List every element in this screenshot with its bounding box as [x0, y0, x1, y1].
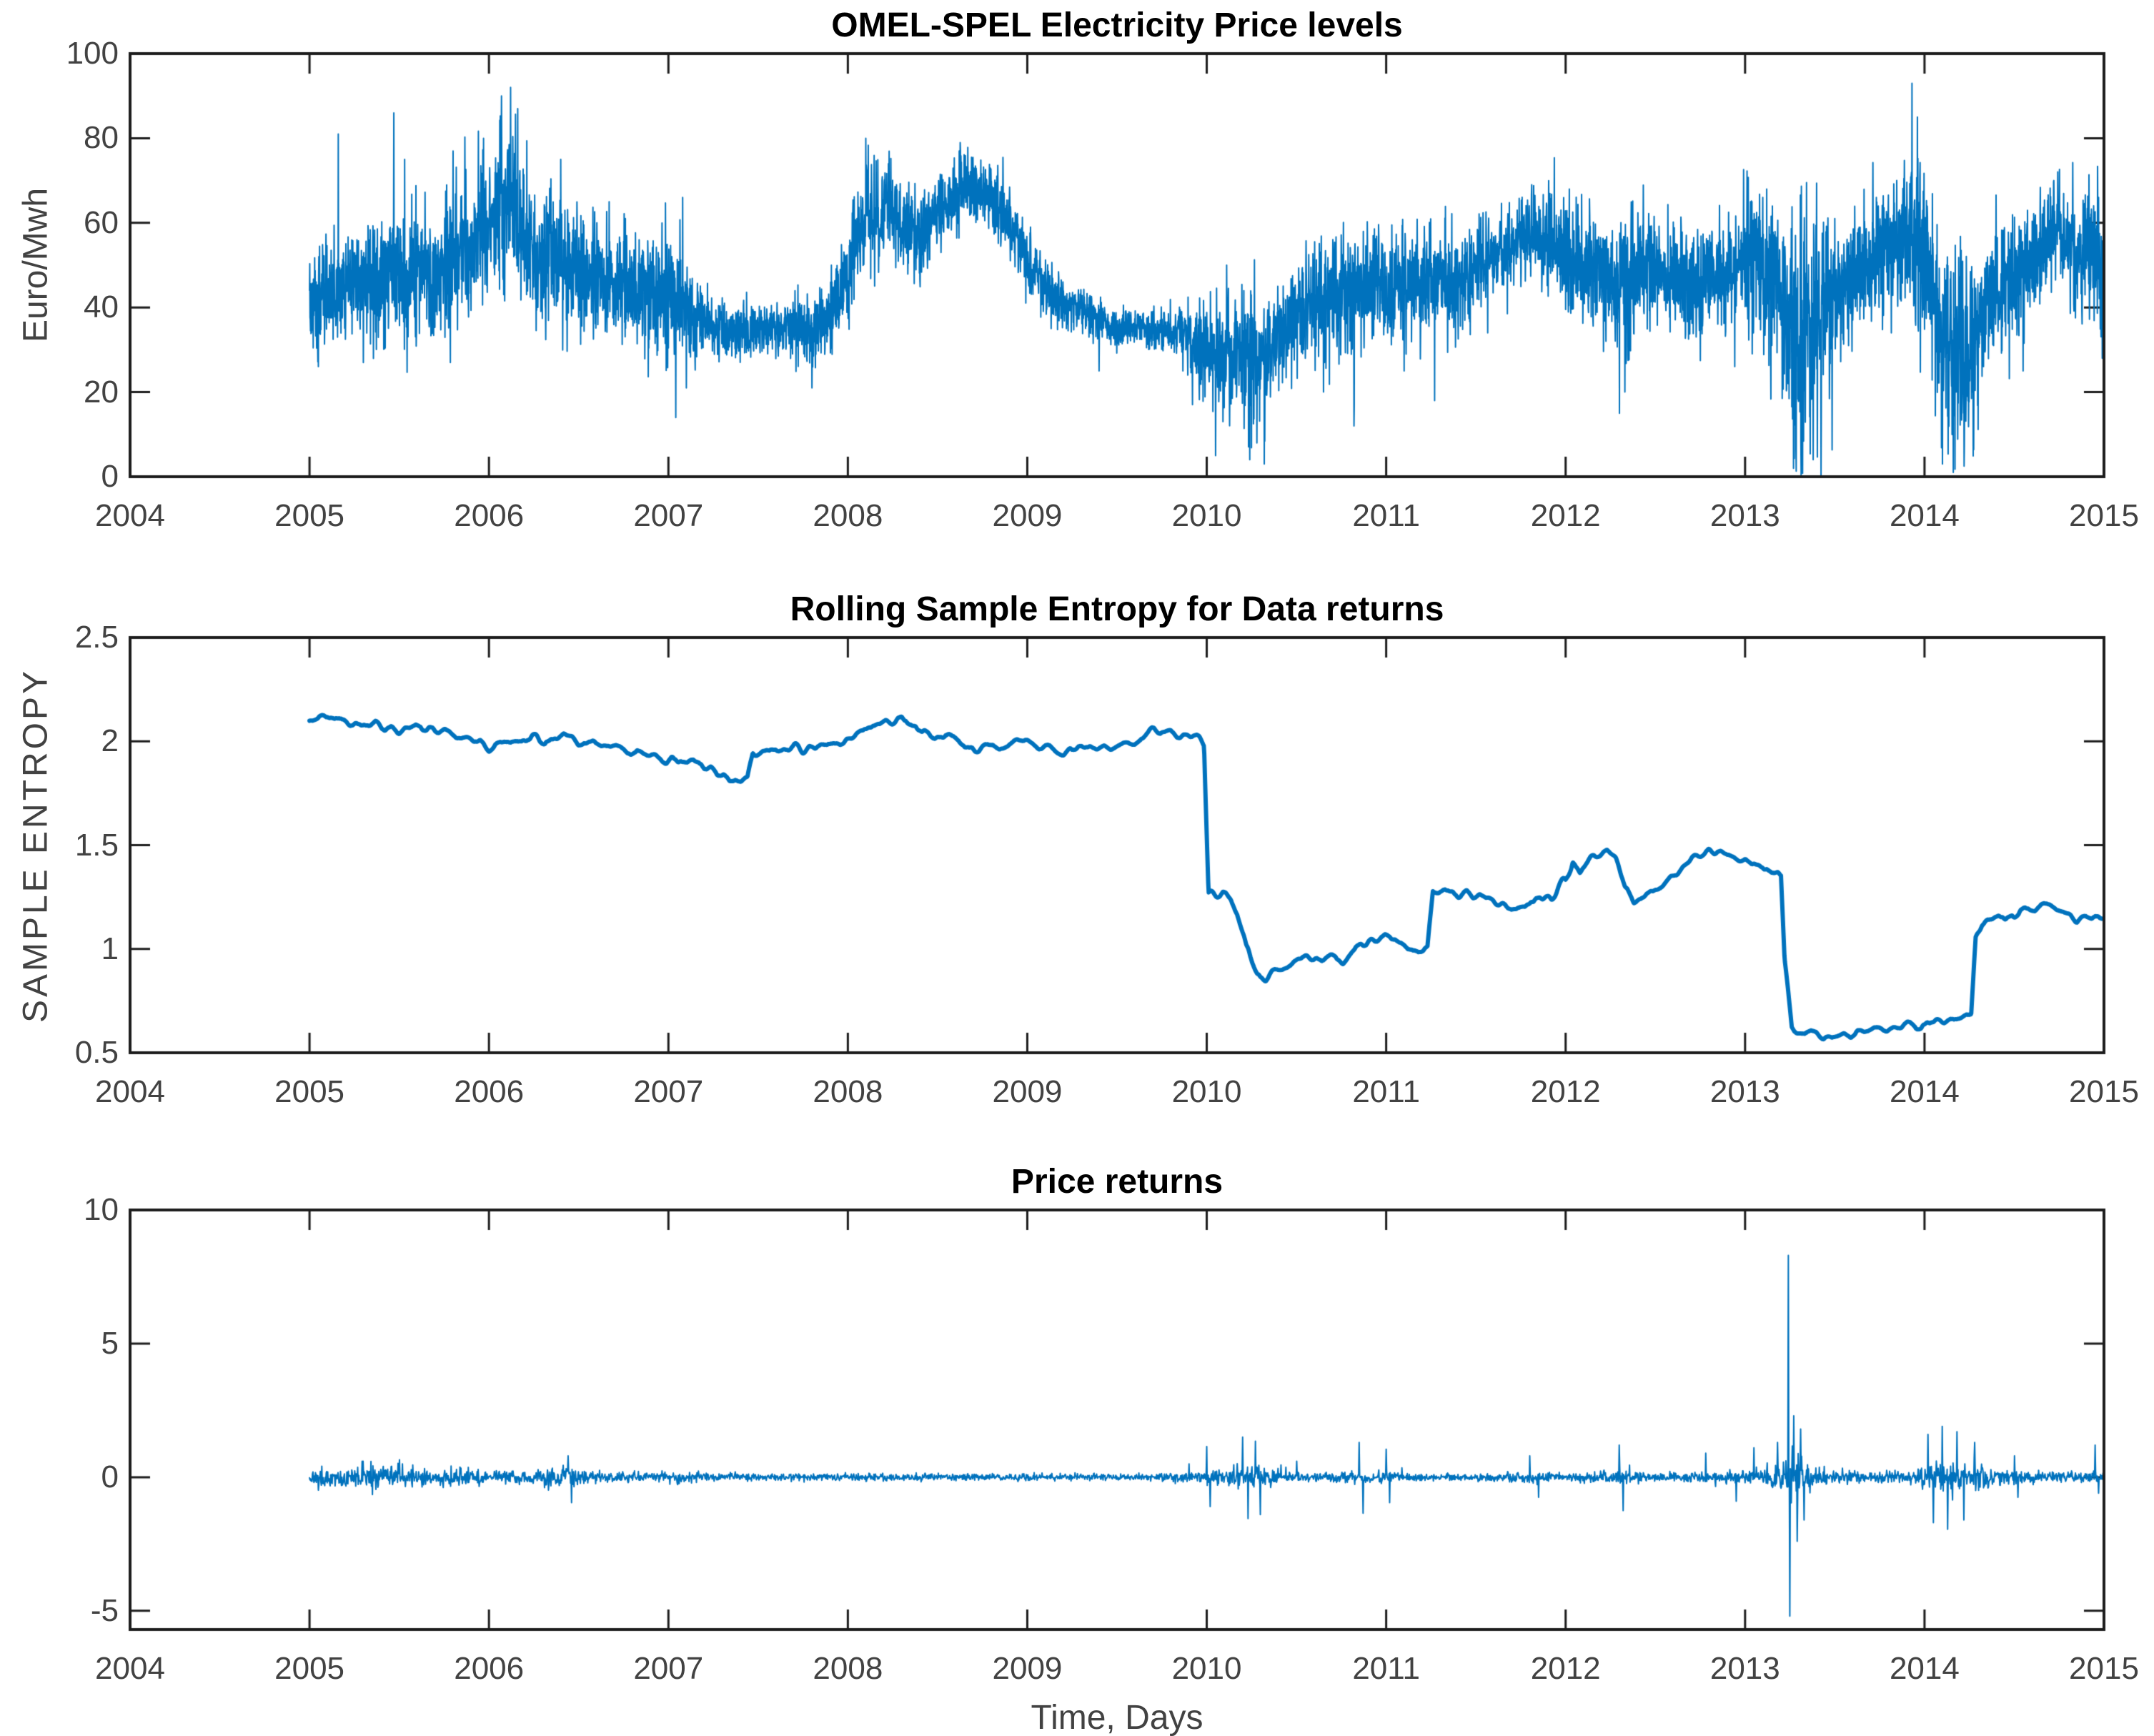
y-tick-label: 1 — [101, 931, 119, 966]
x-tick-label: 2008 — [813, 1074, 883, 1109]
y-tick-label: 10 — [84, 1192, 119, 1227]
x-tick-label: 2010 — [1171, 1074, 1242, 1109]
x-tick-label: 2013 — [1709, 1074, 1780, 1109]
x-tick-label: 2008 — [813, 1651, 883, 1686]
x-tick-label: 2012 — [1530, 498, 1601, 533]
x-tick-label: 2009 — [992, 498, 1063, 533]
x-tick-label: 2011 — [1352, 498, 1420, 533]
y-tick-label: 100 — [66, 36, 119, 71]
x-tick-label: 2010 — [1171, 1651, 1242, 1686]
x-tick-label: 2006 — [454, 1074, 525, 1109]
x-tick-label: 2013 — [1709, 498, 1780, 533]
x-tick-label: 2014 — [1889, 1074, 1960, 1109]
x-tick-label: 2014 — [1889, 1651, 1960, 1686]
x-tick-label: 2015 — [2069, 498, 2139, 533]
y-tick-label: 0 — [101, 1459, 119, 1494]
y-tick-label: 0.5 — [74, 1035, 119, 1070]
y-tick-label: 2 — [101, 723, 119, 759]
x-tick-label: 2004 — [95, 498, 165, 533]
x-tick-label: 2005 — [274, 1074, 345, 1109]
y-tick-label: 0 — [101, 459, 119, 494]
y-tick-label: 80 — [84, 120, 119, 156]
x-tick-label: 2009 — [992, 1074, 1063, 1109]
x-tick-label: 2014 — [1889, 498, 1960, 533]
x-tick-label: 2011 — [1352, 1074, 1420, 1109]
x-tick-label: 2005 — [274, 1651, 345, 1686]
y-tick-label: 5 — [101, 1325, 119, 1361]
x-tick-label: 2007 — [633, 1651, 704, 1686]
chart-title-price-levels: OMEL-SPEL Electricity Price levels — [831, 6, 1403, 44]
x-tick-label: 2007 — [633, 1074, 704, 1109]
y-tick-label: 1.5 — [74, 827, 119, 863]
y-tick-label: 2.5 — [74, 620, 119, 655]
x-tick-label: 2006 — [454, 498, 525, 533]
chart-title-sample-entropy: Rolling Sample Entropy for Data returns — [790, 590, 1444, 628]
y-tick-label: -5 — [90, 1592, 119, 1628]
x-axis-label-time-days: Time, Days — [1031, 1699, 1203, 1736]
x-tick-label: 2013 — [1709, 1651, 1780, 1686]
x-tick-label: 2012 — [1530, 1074, 1601, 1109]
chart-title-price-returns: Price returns — [1011, 1163, 1224, 1201]
x-tick-label: 2010 — [1171, 498, 1242, 533]
x-tick-label: 2012 — [1530, 1651, 1601, 1686]
y-tick-label: 40 — [84, 289, 119, 325]
x-tick-label: 2008 — [813, 498, 883, 533]
y-axis-label-sample-entropy: SAMPLE ENTROPY — [16, 668, 55, 1023]
x-tick-label: 2005 — [274, 498, 345, 533]
y-tick-label: 60 — [84, 204, 119, 240]
y-tick-label: 20 — [84, 374, 119, 410]
y-axis-label-euro-mwh: Euro/Mwh — [16, 187, 55, 343]
x-tick-label: 2015 — [2069, 1074, 2139, 1109]
x-tick-label: 2006 — [454, 1651, 525, 1686]
x-tick-label: 2011 — [1352, 1651, 1420, 1686]
x-tick-label: 2004 — [95, 1651, 165, 1686]
x-tick-label: 2004 — [95, 1074, 165, 1109]
x-tick-label: 2009 — [992, 1651, 1063, 1686]
x-tick-label: 2015 — [2069, 1651, 2139, 1686]
x-tick-label: 2007 — [633, 498, 704, 533]
